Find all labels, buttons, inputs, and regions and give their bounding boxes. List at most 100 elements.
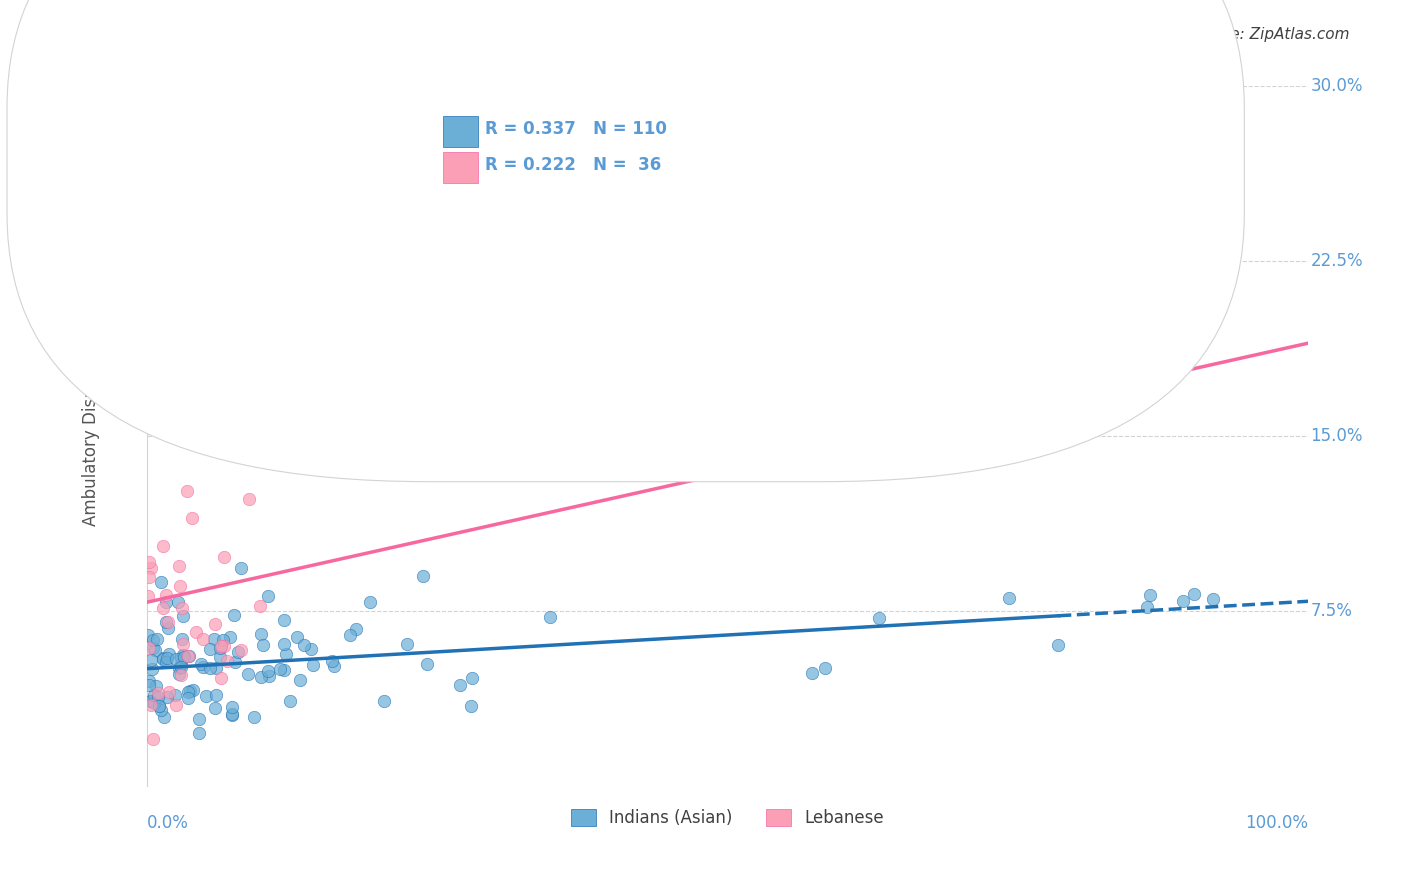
Indians (Asian)	[236, 667, 259, 681]
Indians (Asian)	[359, 594, 381, 608]
Indians (Asian)	[165, 652, 187, 666]
Indians (Asian)	[800, 665, 823, 680]
Lebanese	[169, 580, 191, 594]
Indians (Asian)	[221, 708, 243, 723]
Indians (Asian)	[141, 653, 163, 667]
Indians (Asian)	[219, 630, 242, 644]
Lebanese	[138, 555, 160, 569]
Indians (Asian)	[1136, 599, 1159, 614]
Indians (Asian)	[193, 660, 215, 674]
Indians (Asian)	[141, 694, 163, 708]
Lebanese	[1042, 371, 1064, 385]
Lebanese	[152, 601, 174, 615]
Text: Source: ZipAtlas.com: Source: ZipAtlas.com	[1187, 27, 1350, 42]
Indians (Asian)	[155, 615, 177, 630]
Indians (Asian)	[302, 657, 325, 672]
Indians (Asian)	[200, 641, 222, 656]
Lebanese	[156, 149, 179, 163]
Indians (Asian)	[169, 657, 191, 671]
Indians (Asian)	[169, 651, 191, 665]
Indians (Asian)	[143, 688, 166, 702]
Lebanese	[184, 625, 207, 640]
Text: INDIAN (ASIAN) VS LEBANESE AMBULATORY DISABILITY CORRELATION CHART: INDIAN (ASIAN) VS LEBANESE AMBULATORY DI…	[56, 27, 813, 45]
Indians (Asian)	[157, 647, 180, 661]
Text: 100.0%: 100.0%	[1246, 814, 1308, 831]
Indians (Asian)	[149, 575, 172, 590]
Indians (Asian)	[257, 668, 280, 682]
Indians (Asian)	[205, 661, 228, 675]
Indians (Asian)	[177, 684, 200, 698]
Lebanese	[148, 686, 170, 700]
Indians (Asian)	[179, 649, 201, 664]
Lebanese	[217, 653, 239, 667]
Lebanese	[167, 558, 190, 573]
Legend: Indians (Asian), Lebanese: Indians (Asian), Lebanese	[564, 802, 890, 833]
Lebanese	[149, 196, 172, 211]
Indians (Asian)	[273, 637, 295, 651]
Indians (Asian)	[170, 659, 193, 673]
Indians (Asian)	[412, 569, 434, 583]
Text: R = 0.337   N = 110: R = 0.337 N = 110	[485, 120, 666, 138]
Lebanese	[212, 550, 235, 565]
Lebanese	[138, 570, 160, 584]
Indians (Asian)	[373, 694, 395, 708]
Indians (Asian)	[278, 694, 301, 708]
Indians (Asian)	[188, 726, 211, 740]
Indians (Asian)	[139, 694, 162, 708]
Text: 0.0%: 0.0%	[146, 814, 188, 831]
Indians (Asian)	[208, 641, 231, 656]
Indians (Asian)	[287, 630, 309, 644]
Indians (Asian)	[460, 698, 482, 713]
Indians (Asian)	[172, 648, 194, 662]
Text: ZIPatlas: ZIPatlas	[564, 401, 891, 471]
Lebanese	[142, 732, 165, 747]
Indians (Asian)	[1182, 587, 1205, 601]
Indians (Asian)	[292, 638, 315, 652]
Indians (Asian)	[226, 645, 249, 659]
Indians (Asian)	[204, 688, 226, 702]
Indians (Asian)	[181, 683, 204, 698]
Indians (Asian)	[163, 688, 186, 702]
Indians (Asian)	[250, 670, 273, 684]
Indians (Asian)	[138, 674, 160, 689]
Indians (Asian)	[172, 609, 194, 624]
Indians (Asian)	[190, 657, 212, 671]
Indians (Asian)	[156, 621, 179, 635]
Indians (Asian)	[538, 610, 561, 624]
Lebanese	[209, 639, 232, 653]
Indians (Asian)	[344, 622, 367, 636]
Indians (Asian)	[148, 698, 170, 713]
Indians (Asian)	[299, 642, 322, 657]
Indians (Asian)	[155, 655, 177, 669]
Indians (Asian)	[224, 655, 246, 669]
Indians (Asian)	[814, 661, 837, 675]
Indians (Asian)	[231, 561, 253, 575]
Indians (Asian)	[138, 678, 160, 692]
Lebanese	[138, 640, 160, 655]
Indians (Asian)	[202, 632, 225, 646]
Text: R = 0.222   N =  36: R = 0.222 N = 36	[485, 156, 661, 174]
Indians (Asian)	[209, 649, 232, 664]
Indians (Asian)	[136, 628, 159, 642]
Lebanese	[212, 639, 235, 653]
Indians (Asian)	[321, 654, 343, 668]
Indians (Asian)	[148, 690, 170, 704]
Lebanese	[165, 698, 187, 713]
Indians (Asian)	[179, 684, 201, 698]
Indians (Asian)	[177, 690, 200, 705]
Indians (Asian)	[868, 610, 890, 624]
Indians (Asian)	[152, 651, 174, 665]
Indians (Asian)	[148, 698, 170, 713]
Indians (Asian)	[142, 641, 165, 656]
Indians (Asian)	[170, 632, 193, 646]
Indians (Asian)	[195, 689, 218, 703]
Indians (Asian)	[150, 703, 173, 717]
Lebanese	[249, 599, 271, 614]
Indians (Asian)	[257, 664, 280, 678]
Lebanese	[152, 539, 174, 553]
Indians (Asian)	[152, 652, 174, 666]
Indians (Asian)	[156, 690, 179, 704]
Lebanese	[170, 668, 193, 682]
Indians (Asian)	[290, 673, 312, 687]
Indians (Asian)	[212, 632, 235, 647]
